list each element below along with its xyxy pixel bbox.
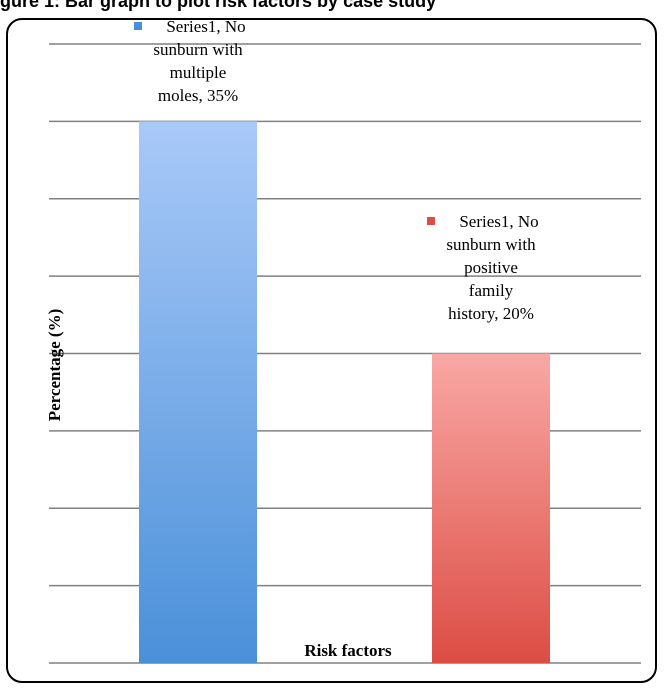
- bars: [139, 121, 550, 663]
- data-label-2: Series1, No sunburn with positive family his…: [427, 212, 539, 323]
- bar-1: [139, 121, 257, 663]
- data-labels: Series1, No sunburn with multiple moles, 35…: [134, 20, 539, 323]
- data-label-line: Series1, No: [459, 212, 538, 231]
- x-axis-label: Risk factors: [304, 641, 392, 660]
- data-label-line: multiple: [170, 63, 227, 82]
- data-label-1: Series1, No sunburn with multiple moles, 35…: [134, 20, 246, 105]
- data-label-line: moles, 35%: [158, 86, 238, 105]
- bar-2: [432, 353, 550, 663]
- data-label-line: sunburn with: [153, 40, 243, 59]
- y-axis-label: Percentage (%): [45, 309, 64, 422]
- figure-caption: gure 1: Bar graph to plot risk factors b…: [0, 0, 437, 11]
- data-label-line: Series1, No: [166, 20, 245, 36]
- data-label-line: history, 20%: [448, 304, 534, 323]
- legend-key-square: [427, 217, 435, 225]
- chart-frame: Series1, No sunburn with multiple moles, 35…: [6, 18, 657, 683]
- bar-chart: Series1, No sunburn with multiple moles, 35…: [45, 20, 641, 664]
- data-label-line: family: [469, 281, 514, 300]
- legend-key-square: [134, 22, 142, 30]
- data-label-line: sunburn with: [446, 235, 536, 254]
- gridlines: [49, 43, 641, 664]
- data-label-line: positive: [464, 258, 518, 277]
